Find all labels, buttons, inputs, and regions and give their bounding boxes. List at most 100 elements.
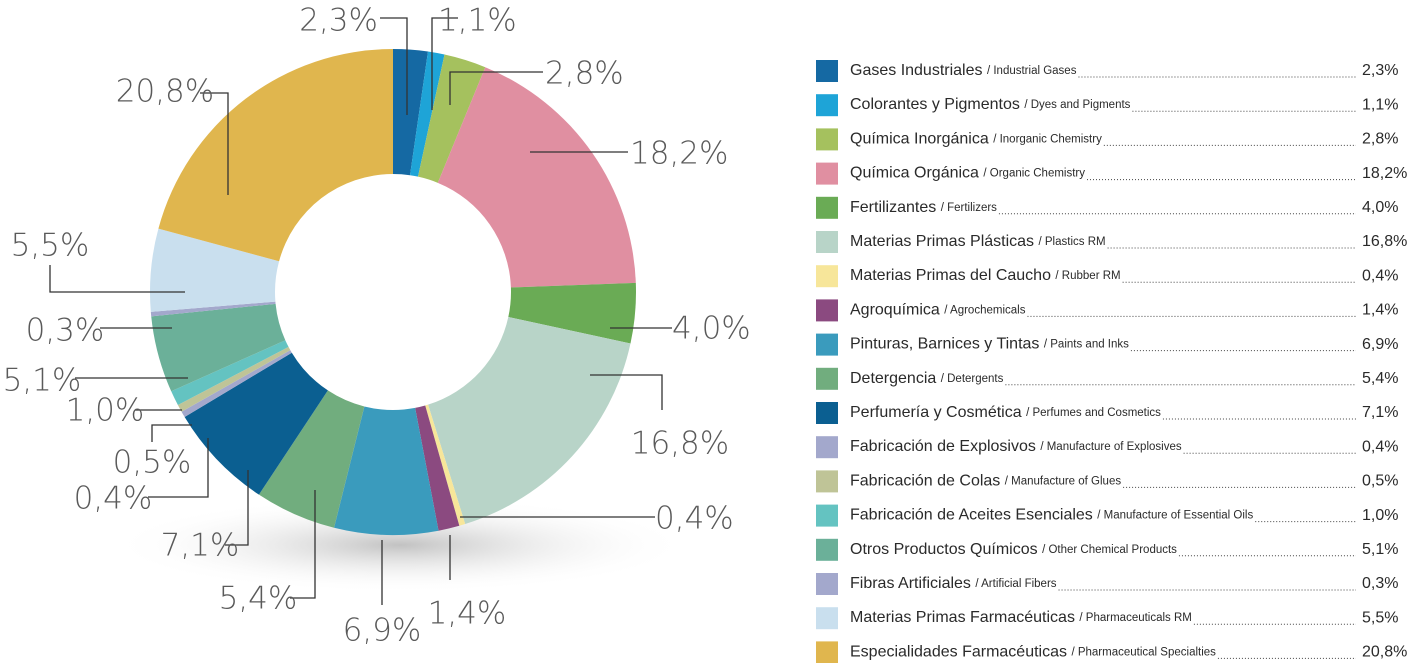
legend-label: Gases Industriales / Industrial Gases [850, 62, 1077, 79]
legend-label: Colorantes y Pigmentos / Dyes and Pigmen… [850, 96, 1131, 113]
callout-label: 0,5% [113, 445, 192, 481]
legend-swatch [816, 367, 838, 390]
legend-value: 1,0% [1362, 507, 1398, 524]
callout-line [200, 92, 229, 195]
legend-swatch [816, 128, 838, 151]
legend-label: Materias Primas Farmacéuticas / Pharmace… [850, 609, 1192, 626]
legend-name: Detergencia [850, 370, 936, 387]
legend-name-en: / Detergents [941, 373, 1004, 385]
legend-value: 1,1% [1362, 96, 1398, 113]
callout-label: 0,4% [74, 481, 153, 517]
legend-swatch [816, 94, 838, 117]
legend-name: Colorantes y Pigmentos [850, 96, 1020, 113]
callout-label: 7,1% [161, 528, 240, 564]
callout-line [148, 438, 209, 498]
legend-value: 2,8% [1362, 131, 1398, 148]
legend-name: Química Orgánica [850, 165, 979, 182]
legend-name-en: / Plastics RM [1039, 236, 1106, 248]
callout-line [380, 17, 408, 115]
legend-label: Química Orgánica / Organic Chemistry [850, 165, 1085, 182]
callout-line [151, 424, 192, 442]
legend-name-en: / Dyes and Pigments [1024, 99, 1130, 111]
legend-name-en: / Pharmaceutical Specialties [1071, 646, 1216, 658]
callout-line [49, 265, 185, 293]
legend-value: 7,1% [1362, 404, 1398, 421]
legend-swatch [816, 60, 838, 82]
callout-label: 0,4% [655, 501, 734, 537]
callout-label: 4,0% [672, 311, 751, 347]
legend-swatch [816, 299, 838, 322]
legend-value: 2,3% [1362, 62, 1398, 79]
donut-segment [158, 49, 393, 262]
legend-label: Fabricación de Colas / Manufacture of Gl… [850, 473, 1121, 490]
legend-label: Agroquímica / Agrochemicals [850, 302, 1026, 319]
legend-name: Perfumería y Cosmética [850, 404, 1022, 421]
callout-line [225, 470, 249, 546]
donut [149, 49, 636, 535]
legend-value: 6,9% [1362, 336, 1398, 353]
donut-segment [415, 405, 460, 531]
callout-line [590, 374, 663, 410]
legend-swatch [816, 504, 838, 527]
legend-value: 16,8% [1362, 233, 1407, 250]
legend-name-en: / Rubber RM [1055, 270, 1120, 282]
legend-label: Perfumería y Cosmética / Perfumes and Co… [850, 404, 1161, 421]
legend-label: Fibras Artificiales / Artificial Fibers [850, 575, 1057, 592]
donut-segment [425, 404, 466, 526]
legend-name-en: / Fertilizers [941, 202, 997, 214]
callout-line [290, 490, 316, 599]
legend-label: Fabricación de Aceites Esenciales / Manu… [850, 507, 1253, 524]
legend-swatch [816, 333, 838, 356]
legend-name-en: / Pharmaceuticals RM [1079, 612, 1191, 624]
donut-segment [181, 350, 292, 418]
legend-label: Fertilizantes / Fertilizers [850, 199, 997, 216]
legend-value: 4,0% [1362, 199, 1398, 216]
legend-label: Materias Primas Plásticas / Plastics RM [850, 233, 1106, 250]
legend-name-en: / Manufacture of Essential Oils [1097, 510, 1253, 522]
legend-swatch [816, 231, 838, 253]
legend-name: Química Inorgánica [850, 131, 989, 148]
legend-name: Materias Primas Farmacéuticas [850, 609, 1075, 626]
callout-line [431, 17, 458, 110]
legend-swatch [816, 470, 838, 493]
donut-segment [334, 406, 439, 535]
callout-label: 1,1% [438, 3, 517, 39]
legend-swatch [816, 162, 838, 185]
legend-swatch [816, 402, 838, 424]
legend-swatch [816, 196, 838, 219]
legend-label: Detergencia / Detergents [850, 370, 1004, 387]
legend-label: Pinturas, Barnices y Tintas / Paints and… [850, 336, 1129, 353]
legend-label: Otros Productos Químicos / Other Chemica… [850, 541, 1177, 558]
legend-name-en: / Artificial Fibers [975, 578, 1056, 590]
legend-swatch [816, 538, 838, 561]
legend-name: Materias Primas del Caucho [850, 267, 1051, 284]
callout-label: 1,0% [66, 393, 145, 429]
legend-name-en: / Inorganic Chemistry [993, 133, 1102, 145]
legend-swatch [816, 573, 838, 595]
legend-name: Fabricación de Colas [850, 473, 1000, 490]
callout-label: 5,4% [219, 581, 298, 617]
legend-label: Fabricación de Explosivos / Manufacture … [850, 438, 1182, 455]
donut-segment [258, 390, 365, 528]
callout-label: 16,8% [631, 426, 729, 462]
legend-name-en: / Industrial Gases [987, 65, 1077, 77]
legend-value: 0,3% [1362, 575, 1398, 592]
legend-value: 5,1% [1362, 541, 1398, 558]
callout-label: 2,8% [545, 56, 624, 92]
donut-segment [437, 67, 636, 288]
donut-segment [151, 303, 286, 392]
callout-label: 1,4% [428, 596, 507, 632]
donut-segment [418, 54, 486, 183]
legend-name: Agroquímica [850, 302, 940, 319]
legend-name: Fabricación de Explosivos [850, 438, 1036, 455]
shadow [110, 497, 690, 593]
legend-name: Fabricación de Aceites Esenciales [850, 507, 1093, 524]
legend-label: Química Inorgánica / Inorganic Chemistry [850, 131, 1102, 148]
legend-name: Especialidades Farmacéuticas [850, 644, 1067, 661]
donut-segment [171, 340, 289, 406]
donut-segment [150, 301, 276, 317]
legend-swatch [816, 265, 838, 288]
legend-name: Fertilizantes [850, 199, 936, 216]
legend-value: 0,4% [1362, 438, 1398, 455]
